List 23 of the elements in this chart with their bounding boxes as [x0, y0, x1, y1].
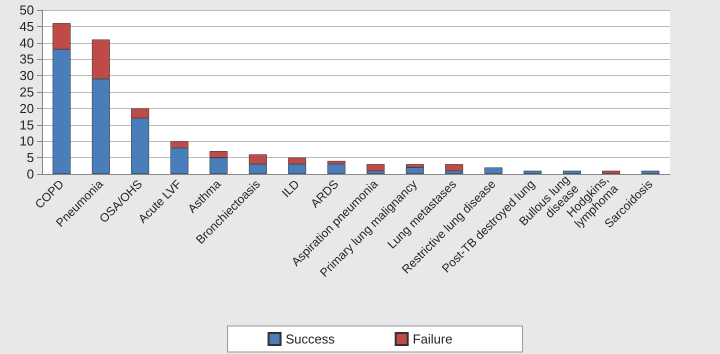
- y-tick-label: 30: [20, 68, 34, 84]
- bar: [406, 167, 424, 174]
- y-tick-label: 15: [20, 117, 34, 132]
- y-tick-label: 10: [20, 134, 34, 149]
- y-tick-label: 20: [20, 100, 34, 116]
- y-tick-label: 35: [20, 52, 34, 67]
- y-tick-label: 5: [26, 150, 34, 166]
- y-tick-label: 45: [20, 18, 34, 34]
- bar: [602, 170, 620, 174]
- bar: [327, 164, 346, 174]
- y-tick-label: 50: [20, 2, 34, 18]
- y-tick-label: 25: [20, 84, 34, 100]
- x-tick-label: ILD: [278, 176, 302, 200]
- y-tick-label: 40: [20, 35, 34, 50]
- y-tick-label: 0: [26, 166, 34, 182]
- bar: [641, 170, 660, 174]
- legend-label: Failure: [412, 332, 452, 346]
- legend-label: Success: [286, 332, 336, 346]
- bar: [445, 164, 464, 171]
- bar: [484, 167, 502, 174]
- bar: [366, 164, 385, 171]
- bar: [562, 170, 581, 174]
- bar: [524, 170, 542, 174]
